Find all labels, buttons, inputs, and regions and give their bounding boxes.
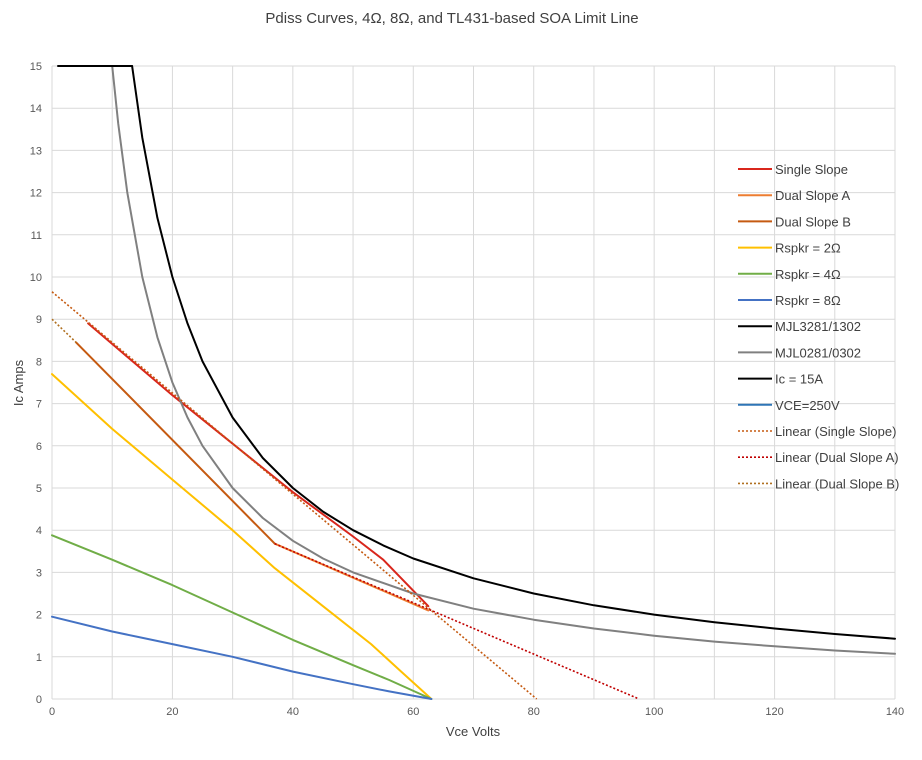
legend-label: Linear (Dual Slope B) bbox=[775, 476, 899, 491]
y-tick-label: 12 bbox=[30, 188, 42, 200]
legend-label: Rspkr = 8Ω bbox=[775, 293, 841, 308]
series-line bbox=[131, 65, 896, 640]
legend-label: Dual Slope B bbox=[775, 214, 851, 229]
legend-label: Linear (Dual Slope A) bbox=[775, 450, 899, 465]
legend: Single Slope Dual Slope A Dual Slope B Rspk… bbox=[738, 162, 899, 491]
series-line bbox=[87, 322, 430, 608]
y-axis-title: Ic Amps bbox=[11, 359, 26, 406]
y-tick-label: 1 bbox=[36, 652, 42, 664]
legend-label: Rspkr = 4Ω bbox=[775, 267, 841, 282]
x-tick-label: 20 bbox=[166, 706, 178, 718]
series-line bbox=[51, 318, 77, 343]
y-tick-label: 5 bbox=[36, 483, 42, 495]
series-line bbox=[75, 341, 276, 545]
legend-label: Single Slope bbox=[775, 162, 848, 177]
series-line bbox=[51, 291, 538, 700]
y-tick-label: 11 bbox=[31, 230, 42, 242]
y-tick-label: 4 bbox=[36, 525, 42, 537]
y-tick-label: 9 bbox=[36, 314, 42, 326]
y-tick-label: 13 bbox=[30, 145, 42, 157]
series-line bbox=[51, 373, 433, 700]
y-tick-label: 15 bbox=[30, 61, 42, 73]
y-tick-label: 3 bbox=[36, 567, 42, 579]
x-tick-label: 80 bbox=[528, 706, 540, 718]
series-line bbox=[273, 542, 430, 612]
legend-label: MJL0281/0302 bbox=[775, 345, 861, 360]
legend-label: Ic = 15A bbox=[775, 372, 823, 387]
x-tick-label: 60 bbox=[407, 706, 419, 718]
gridlines bbox=[51, 65, 896, 700]
x-tick-label: 100 bbox=[645, 706, 663, 718]
series-line bbox=[51, 534, 433, 700]
chart-title: Pdiss Curves, 4Ω, 8Ω, and TL431-based SO… bbox=[265, 10, 638, 27]
y-tick-label: 10 bbox=[30, 272, 42, 284]
x-tick-label: 0 bbox=[49, 706, 55, 718]
legend-label: Dual Slope A bbox=[775, 188, 850, 203]
series-line bbox=[51, 615, 433, 700]
legend-label: MJL3281/1302 bbox=[775, 319, 861, 334]
y-tick-label: 2 bbox=[36, 610, 42, 622]
legend-label: Rspkr = 2Ω bbox=[775, 241, 841, 256]
legend-label: VCE=250V bbox=[775, 398, 840, 413]
x-tick-label: 120 bbox=[765, 706, 783, 718]
legend-label: Linear (Single Slope) bbox=[775, 424, 896, 439]
y-tick-label: 7 bbox=[36, 399, 42, 411]
x-tick-label: 40 bbox=[287, 706, 299, 718]
y-tick-label: 14 bbox=[30, 103, 42, 115]
x-axis-title: Vce Volts bbox=[446, 724, 501, 739]
x-tick-label: 140 bbox=[886, 706, 904, 718]
series-lines bbox=[51, 65, 896, 700]
y-tick-label: 0 bbox=[36, 694, 42, 706]
y-tick-label: 8 bbox=[36, 356, 42, 368]
y-tick-label: 6 bbox=[36, 441, 42, 453]
series-line bbox=[111, 65, 896, 655]
